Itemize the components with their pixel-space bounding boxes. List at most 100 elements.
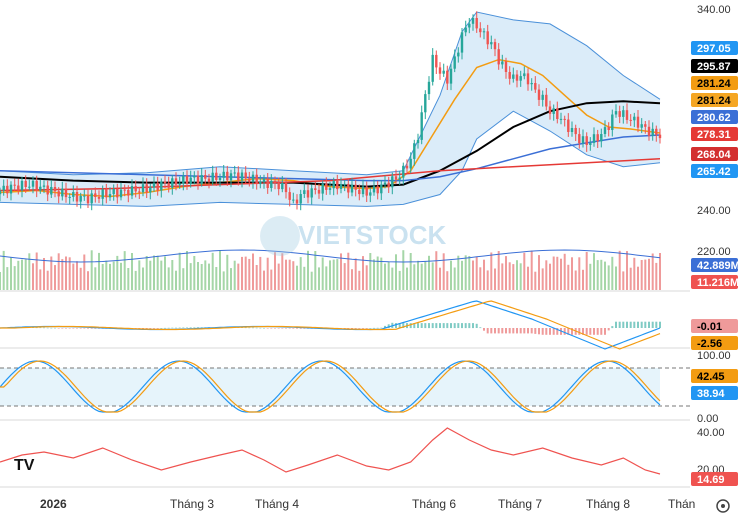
candle-body [248,178,251,182]
volume-bar [120,262,122,290]
volume-bar [46,270,49,290]
candle-body [31,180,35,187]
volume-bar [464,255,467,290]
macd-hist-bar [494,328,496,334]
candle-body [589,142,592,145]
volume-bar [589,263,592,290]
candle-body [420,112,423,140]
volume-bar [149,260,152,290]
candle-body [237,172,240,181]
stoch-badge-0-bg [691,369,738,383]
volume-badge-0-bg [691,258,738,272]
bollinger-upper-line [0,11,661,176]
watermark-logo-icon [260,216,300,256]
volume-bar [160,260,163,290]
stoch-d-line [0,360,661,413]
macd-hist-bar [534,328,537,334]
candle-body [563,118,566,120]
volume-bar [468,256,471,290]
volume-bar [28,253,31,290]
rsi-line [0,427,661,475]
macd-panel [0,300,661,350]
macd-hist-bar [61,328,64,329]
volume-bar [281,253,284,290]
volume-bar [219,250,221,290]
candle-body [314,188,317,190]
volume-bar [57,253,60,290]
candle-body [299,194,302,204]
candle-body [288,192,291,200]
candle-body [449,68,453,84]
macd-hist-bar [255,327,258,329]
volume-bar [156,255,159,290]
volume-bar [472,260,474,290]
macd-hist-bar [640,321,643,328]
macd-hist-bar [90,328,93,329]
volume-badge-1-bg [691,275,738,289]
candle-body [596,134,599,142]
macd-hist-bar [94,328,97,329]
macd-hist-bar [604,328,606,335]
volume-bar [534,271,537,290]
macd-badge-0: -0.01 [697,321,722,333]
volume-bar [475,256,478,290]
candle-body [134,186,137,192]
macd-hist-bar [556,328,559,335]
volume-bar [659,253,661,290]
volume-bar [325,266,328,290]
macd-hist-bar [442,323,445,329]
stochastic-panel [0,360,690,413]
candle-body [295,199,299,204]
price-badge-5: 278.31 [697,129,731,141]
x-tick-than: Thán [668,497,695,511]
candle-body [515,74,519,81]
volume-bar [263,270,265,290]
macd-badge-1: -2.56 [697,338,722,350]
volume-bar [329,260,331,290]
candle-body [402,165,405,178]
candle-body [149,187,152,193]
volume-bar [0,272,1,290]
volume-bar [277,263,280,290]
macd-hist-bar [596,328,599,335]
settings-gear-icon[interactable] [716,499,730,513]
candle-body [123,189,126,191]
candle-body [108,194,112,198]
volume-bar [292,261,295,290]
volume-bar [358,270,361,290]
macd-hist-bar [156,328,159,329]
candle-body [204,175,207,179]
price-badge-3-bg [691,93,738,107]
volume-bar [505,256,507,290]
macd-hist-bar [600,328,603,335]
candle-body [141,184,145,193]
candle-body [189,177,192,184]
candle-body [537,89,541,100]
volume-bar [90,250,93,290]
candle-body [116,189,119,198]
macd-hist-bar [138,328,141,329]
macd-hist-bar [633,321,636,328]
volume-bar [490,252,493,290]
volume-bar [365,265,368,290]
macd-hist-bar [593,328,595,335]
bollinger-lower-line [0,110,661,207]
candle-body [523,73,526,77]
volume-bar [420,263,423,290]
tradingview-logo[interactable]: TV [14,457,35,474]
macd-hist-bar [142,328,144,329]
volume-bar [637,266,639,290]
watermark: VIETSTOCK [260,216,447,256]
stoch-band [0,368,660,406]
volume-bar [24,259,27,290]
candle-body [101,189,104,199]
candle-body [438,67,442,74]
candle-body [629,119,632,121]
macd-hist-bar [358,328,361,329]
volume-bar [226,254,229,290]
macd-hist-bar [541,328,544,335]
macd-hist-bar [362,328,364,329]
volume-bar [310,271,313,290]
